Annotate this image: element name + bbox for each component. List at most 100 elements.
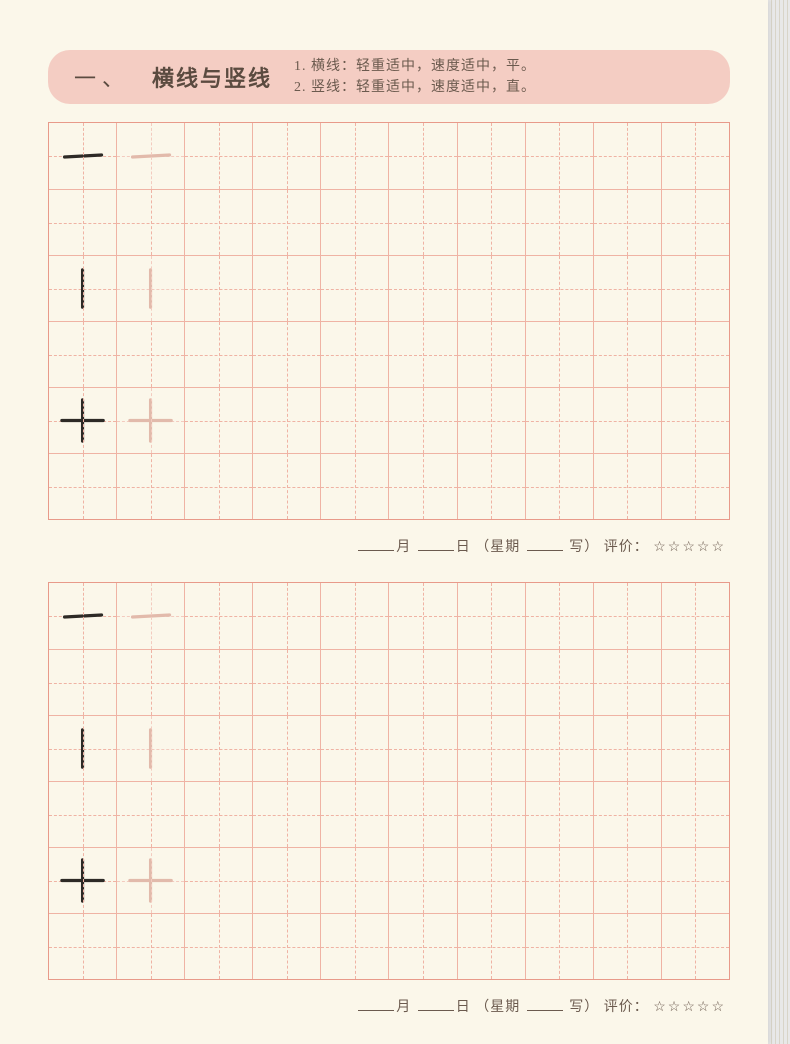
grid-cell[interactable] [185,914,253,979]
grid-cell[interactable] [185,256,253,321]
grid-cell[interactable] [117,583,185,649]
grid-cell[interactable] [526,914,594,979]
grid-cell[interactable] [49,848,117,913]
grid-cell[interactable] [185,454,253,519]
grid-cell[interactable] [389,583,457,649]
grid-cell[interactable] [389,650,457,715]
grid-cell[interactable] [117,650,185,715]
grid-cell[interactable] [321,914,389,979]
grid-cell[interactable] [662,388,729,453]
grid-cell[interactable] [321,583,389,649]
grid-cell[interactable] [321,454,389,519]
grid-cell[interactable] [526,583,594,649]
grid-cell[interactable] [458,583,526,649]
grid-cell[interactable] [253,123,321,189]
grid-cell[interactable] [526,716,594,781]
grid-cell[interactable] [389,716,457,781]
grid-cell[interactable] [389,123,457,189]
grid-cell[interactable] [253,848,321,913]
grid-cell[interactable] [321,322,389,387]
grid-cell[interactable] [662,123,729,189]
grid-cell[interactable] [526,256,594,321]
weekday-blank[interactable] [527,998,563,1011]
grid-cell[interactable] [185,583,253,649]
grid-cell[interactable] [49,190,117,255]
grid-cell[interactable] [253,914,321,979]
grid-cell[interactable] [253,650,321,715]
grid-cell[interactable] [185,848,253,913]
grid-cell[interactable] [185,782,253,847]
grid-cell[interactable] [389,190,457,255]
grid-cell[interactable] [458,848,526,913]
grid-cell[interactable] [389,454,457,519]
grid-cell[interactable] [49,650,117,715]
grid-cell[interactable] [526,650,594,715]
month-blank[interactable] [358,998,394,1011]
weekday-blank[interactable] [527,538,563,551]
grid-cell[interactable] [321,782,389,847]
grid-cell[interactable] [458,650,526,715]
grid-cell[interactable] [185,190,253,255]
grid-cell[interactable] [117,454,185,519]
grid-cell[interactable] [526,388,594,453]
grid-cell[interactable] [526,848,594,913]
grid-cell[interactable] [253,716,321,781]
grid-cell[interactable] [526,454,594,519]
grid-cell[interactable] [117,322,185,387]
grid-cell[interactable] [594,322,662,387]
grid-cell[interactable] [594,650,662,715]
grid-cell[interactable] [458,454,526,519]
grid-cell[interactable] [594,388,662,453]
grid-cell[interactable] [185,650,253,715]
grid-cell[interactable] [594,716,662,781]
grid-cell[interactable] [526,322,594,387]
grid-cell[interactable] [662,256,729,321]
grid-cell[interactable] [458,256,526,321]
grid-cell[interactable] [185,716,253,781]
grid-cell[interactable] [458,322,526,387]
grid-cell[interactable] [321,190,389,255]
grid-cell[interactable] [321,388,389,453]
grid-cell[interactable] [49,782,117,847]
grid-cell[interactable] [49,454,117,519]
grid-cell[interactable] [594,914,662,979]
grid-cell[interactable] [117,782,185,847]
grid-cell[interactable] [662,848,729,913]
grid-cell[interactable] [253,388,321,453]
grid-cell[interactable] [185,388,253,453]
grid-cell[interactable] [117,190,185,255]
grid-cell[interactable] [526,123,594,189]
grid-cell[interactable] [117,256,185,321]
grid-cell[interactable] [594,256,662,321]
grid-cell[interactable] [321,848,389,913]
grid-cell[interactable] [458,716,526,781]
grid-cell[interactable] [594,782,662,847]
grid-cell[interactable] [389,322,457,387]
grid-cell[interactable] [253,256,321,321]
grid-cell[interactable] [389,256,457,321]
grid-cell[interactable] [253,583,321,649]
grid-cell[interactable] [594,190,662,255]
grid-cell[interactable] [458,388,526,453]
grid-cell[interactable] [49,256,117,321]
grid-cell[interactable] [253,782,321,847]
grid-cell[interactable] [117,848,185,913]
grid-cell[interactable] [458,123,526,189]
grid-cell[interactable] [526,190,594,255]
grid-cell[interactable] [389,388,457,453]
grid-cell[interactable] [662,322,729,387]
grid-cell[interactable] [662,782,729,847]
grid-cell[interactable] [389,782,457,847]
grid-cell[interactable] [49,322,117,387]
grid-cell[interactable] [253,454,321,519]
grid-cell[interactable] [253,322,321,387]
grid-cell[interactable] [49,914,117,979]
grid-cell[interactable] [321,256,389,321]
grid-cell[interactable] [321,123,389,189]
grid-cell[interactable] [662,716,729,781]
month-blank[interactable] [358,538,394,551]
grid-cell[interactable] [662,454,729,519]
grid-cell[interactable] [49,583,117,649]
grid-cell[interactable] [185,123,253,189]
grid-cell[interactable] [662,914,729,979]
